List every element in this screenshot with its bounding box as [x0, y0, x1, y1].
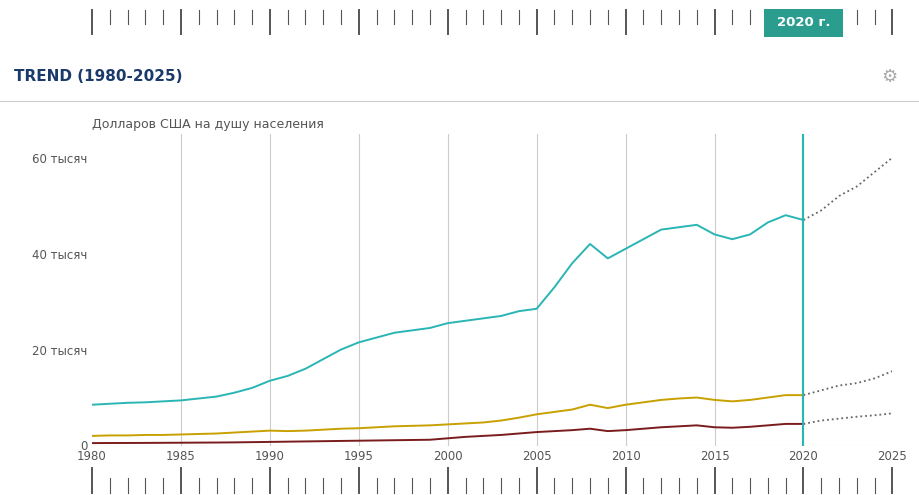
Text: 2020 г.: 2020 г. [776, 16, 829, 29]
Text: TREND (1980-2025): TREND (1980-2025) [14, 69, 182, 84]
Text: Долларов США на душу населения: Долларов США на душу населения [92, 118, 323, 131]
FancyBboxPatch shape [760, 7, 845, 39]
Text: ⚙: ⚙ [879, 68, 896, 86]
